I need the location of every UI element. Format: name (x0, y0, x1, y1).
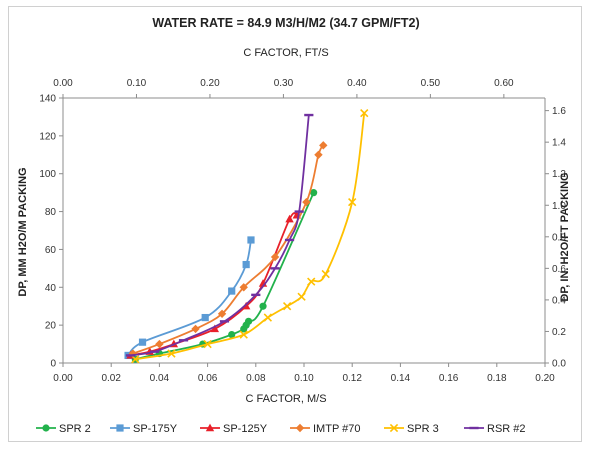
data-point (201, 313, 209, 322)
data-point (360, 108, 369, 118)
data-point (131, 355, 140, 364)
data-point (138, 338, 147, 346)
legend-marker (295, 423, 305, 433)
legend-marker (116, 424, 124, 432)
legend-item: SPR 3 (384, 423, 439, 435)
series-5 (131, 108, 369, 364)
data-point (239, 283, 248, 292)
series-4 (128, 141, 328, 358)
x-tick-label: 0.16 (439, 373, 459, 384)
data-point (307, 277, 316, 286)
data-point (314, 150, 323, 159)
y2-tick-label: 0.6 (552, 264, 566, 275)
chart-svg: WATER RATE = 84.9 M3/H/M2 (34.7 GPM/FT2)… (17, 16, 571, 435)
legend-label: IMTP #70 (313, 423, 361, 435)
y2-tick-label: 1.6 (552, 106, 566, 117)
x2-tick-label: 0.10 (127, 78, 147, 89)
y2-axis-title: DP, IN. H2O/FT PACKING (559, 172, 571, 301)
x2-tick-label: 0.20 (200, 78, 220, 89)
data-point (282, 302, 292, 311)
x2-tick-label: 0.50 (421, 78, 441, 89)
legend-label: SPR 2 (59, 423, 91, 435)
data-point (297, 292, 306, 301)
data-point (310, 189, 318, 197)
x-tick-label: 0.20 (535, 373, 555, 384)
data-point (242, 260, 250, 269)
x-tick-label: 0.00 (53, 373, 73, 384)
data-point (285, 214, 294, 223)
legend-label: SPR 3 (407, 423, 439, 435)
legend-label: SP-125Y (223, 423, 268, 435)
data-point (259, 302, 267, 310)
y-tick-label: 80 (45, 207, 57, 218)
data-point (167, 349, 176, 358)
x-tick-label: 0.04 (150, 373, 170, 384)
x2-tick-label: 0.40 (347, 78, 367, 89)
x2-tick-label: 0.00 (53, 78, 73, 89)
legend: SPR 2 SP-175Y SP-125Y IMTP #70 SPR 3 RSR #2 (36, 423, 526, 435)
data-point (319, 141, 328, 150)
y2-tick-label: 0.8 (552, 232, 566, 243)
data-point (270, 252, 280, 262)
y2-tick-label: 0.4 (552, 295, 566, 306)
data-point (228, 287, 236, 295)
y-tick-label: 100 (39, 169, 56, 180)
x-tick-label: 0.14 (391, 373, 411, 384)
data-point (244, 317, 253, 325)
legend-marker (389, 423, 399, 433)
x2-tick-label: 0.60 (494, 78, 514, 89)
series-layer (124, 108, 369, 364)
legend-item: SP-175Y (110, 423, 178, 435)
y-axis-title: DP, MM H2O/M PACKING (17, 167, 29, 296)
legend-item: SP-125Y (200, 423, 268, 435)
data-point (263, 313, 273, 322)
x-tick-label: 0.18 (487, 373, 507, 384)
series-line (130, 212, 298, 357)
x-axis-title: C FACTOR, M/S (245, 393, 326, 405)
data-point (155, 339, 164, 349)
series-6 (125, 113, 314, 357)
y2-tick-label: 1.0 (552, 201, 566, 212)
data-point (321, 269, 330, 279)
y-tick-label: 140 (39, 94, 56, 105)
data-point (239, 330, 248, 339)
legend-label: SP-175Y (133, 423, 178, 435)
y-tick-label: 120 (39, 131, 56, 142)
legend-label: RSR #2 (487, 423, 526, 435)
legend-marker (42, 424, 50, 432)
x-tick-label: 0.02 (101, 373, 121, 384)
legend-item: RSR #2 (464, 423, 526, 435)
data-point (348, 197, 357, 207)
y2-tick-label: 1.4 (552, 138, 566, 149)
x-tick-label: 0.08 (246, 373, 266, 384)
chart-frame: WATER RATE = 84.9 M3/H/M2 (34.7 GPM/FT2)… (8, 6, 582, 442)
y-tick-label: 0 (50, 359, 56, 370)
x-tick-label: 0.12 (342, 373, 362, 384)
legend-item: SPR 2 (36, 423, 91, 435)
y-tick-label: 40 (45, 283, 57, 294)
series-3 (126, 210, 301, 359)
x2-tick-label: 0.30 (274, 78, 294, 89)
data-point (247, 236, 255, 244)
data-point (228, 331, 236, 339)
y-tick-label: 20 (45, 321, 57, 332)
x-tick-label: 0.10 (294, 373, 314, 384)
data-point (217, 309, 227, 318)
data-point (210, 324, 220, 333)
y2-tick-label: 0.0 (552, 359, 566, 370)
chart-title: WATER RATE = 84.9 M3/H/M2 (34.7 GPM/FT2) (152, 16, 419, 30)
legend-marker (205, 423, 215, 432)
data-point (203, 339, 212, 349)
y-tick-label: 60 (45, 245, 57, 256)
axes: 0.00 0.02 0.04 0.06 0.08 0.10 0.12 0.14 0.16 0.18… (39, 78, 566, 384)
data-point (302, 197, 311, 207)
x-tick-label: 0.06 (198, 373, 218, 384)
legend-item: IMTP #70 (290, 423, 361, 435)
y2-tick-label: 1.2 (552, 169, 566, 180)
data-point (191, 324, 200, 334)
y2-tick-label: 0.2 (552, 327, 566, 338)
x2-axis-title: C FACTOR, FT/S (243, 47, 328, 59)
